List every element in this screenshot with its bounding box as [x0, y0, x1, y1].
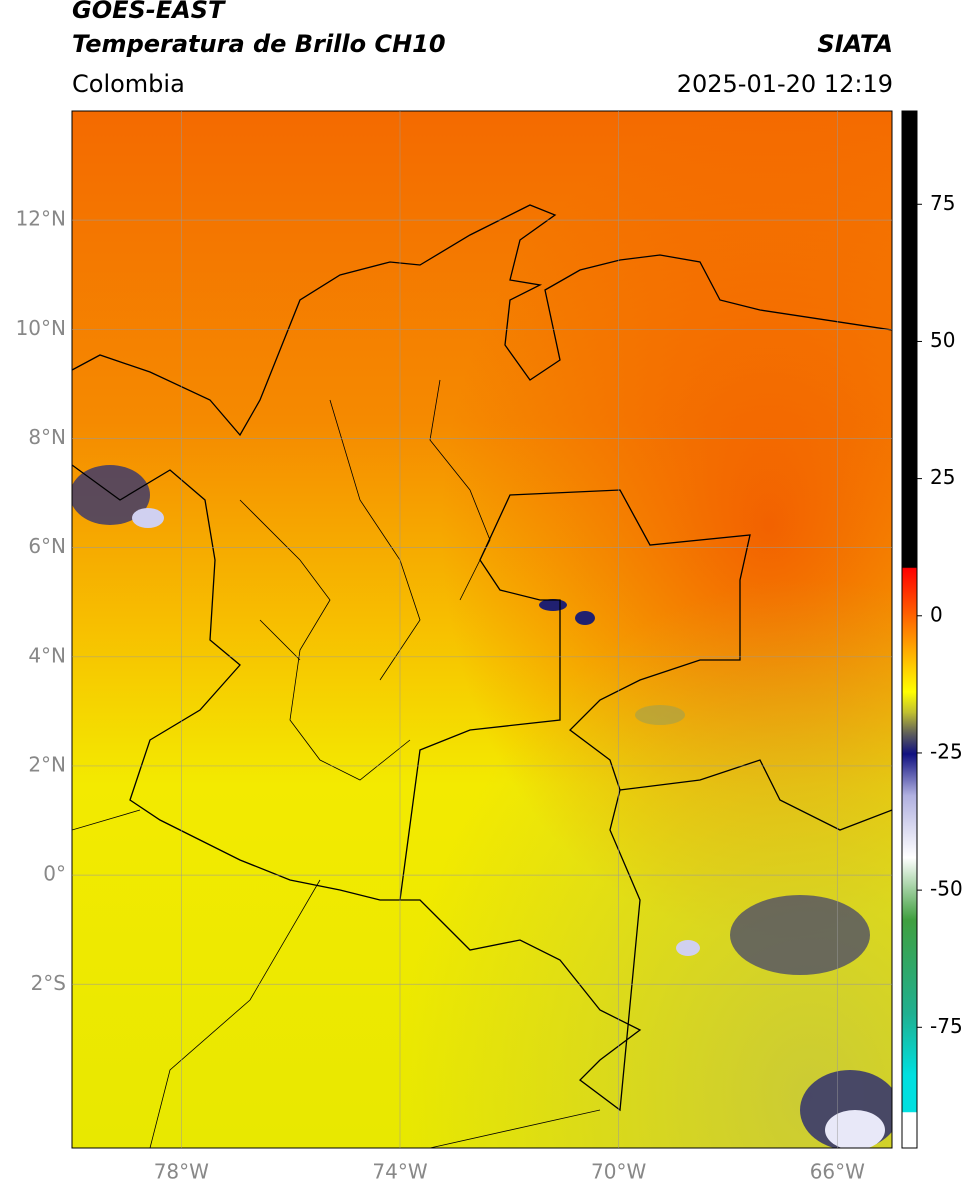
y-tick-label: 6°N: [28, 534, 66, 558]
y-tick-label: 10°N: [16, 316, 66, 340]
y-tick-label: 8°N: [28, 425, 66, 449]
source: SIATA: [817, 30, 893, 58]
colorbar-tick-label: -75: [930, 1014, 963, 1038]
y-tick-label: 12°N: [16, 207, 66, 231]
title: GOES-EAST: [72, 0, 225, 24]
y-tick-label: 4°N: [28, 643, 66, 667]
colorbar-tick-label: 75: [930, 191, 955, 215]
y-tick-label: 2°S: [31, 971, 66, 995]
x-tick-label: 70°W: [591, 1160, 646, 1184]
datetime: 2025-01-20 12:19: [676, 70, 893, 98]
satellite-image: [72, 111, 892, 1148]
x-tick-label: 78°W: [154, 1160, 209, 1184]
x-tick-label: 66°W: [810, 1160, 865, 1184]
x-tick-label: 74°W: [372, 1160, 427, 1184]
colorbar: [901, 110, 918, 1149]
colorbar-tick-label: -50: [930, 877, 963, 901]
colorbar-tick-label: -25: [930, 739, 963, 763]
y-tick-label: 2°N: [28, 752, 66, 776]
map-frame: [71, 110, 893, 1149]
subtitle: Temperatura de Brillo CH10: [72, 30, 446, 58]
colorbar-tick-label: 50: [930, 328, 955, 352]
colorbar-tick-label: 0: [930, 602, 943, 626]
y-tick-label: 0°: [43, 862, 66, 886]
region: Colombia: [72, 70, 185, 98]
colorbar-tick-label: 25: [930, 465, 955, 489]
